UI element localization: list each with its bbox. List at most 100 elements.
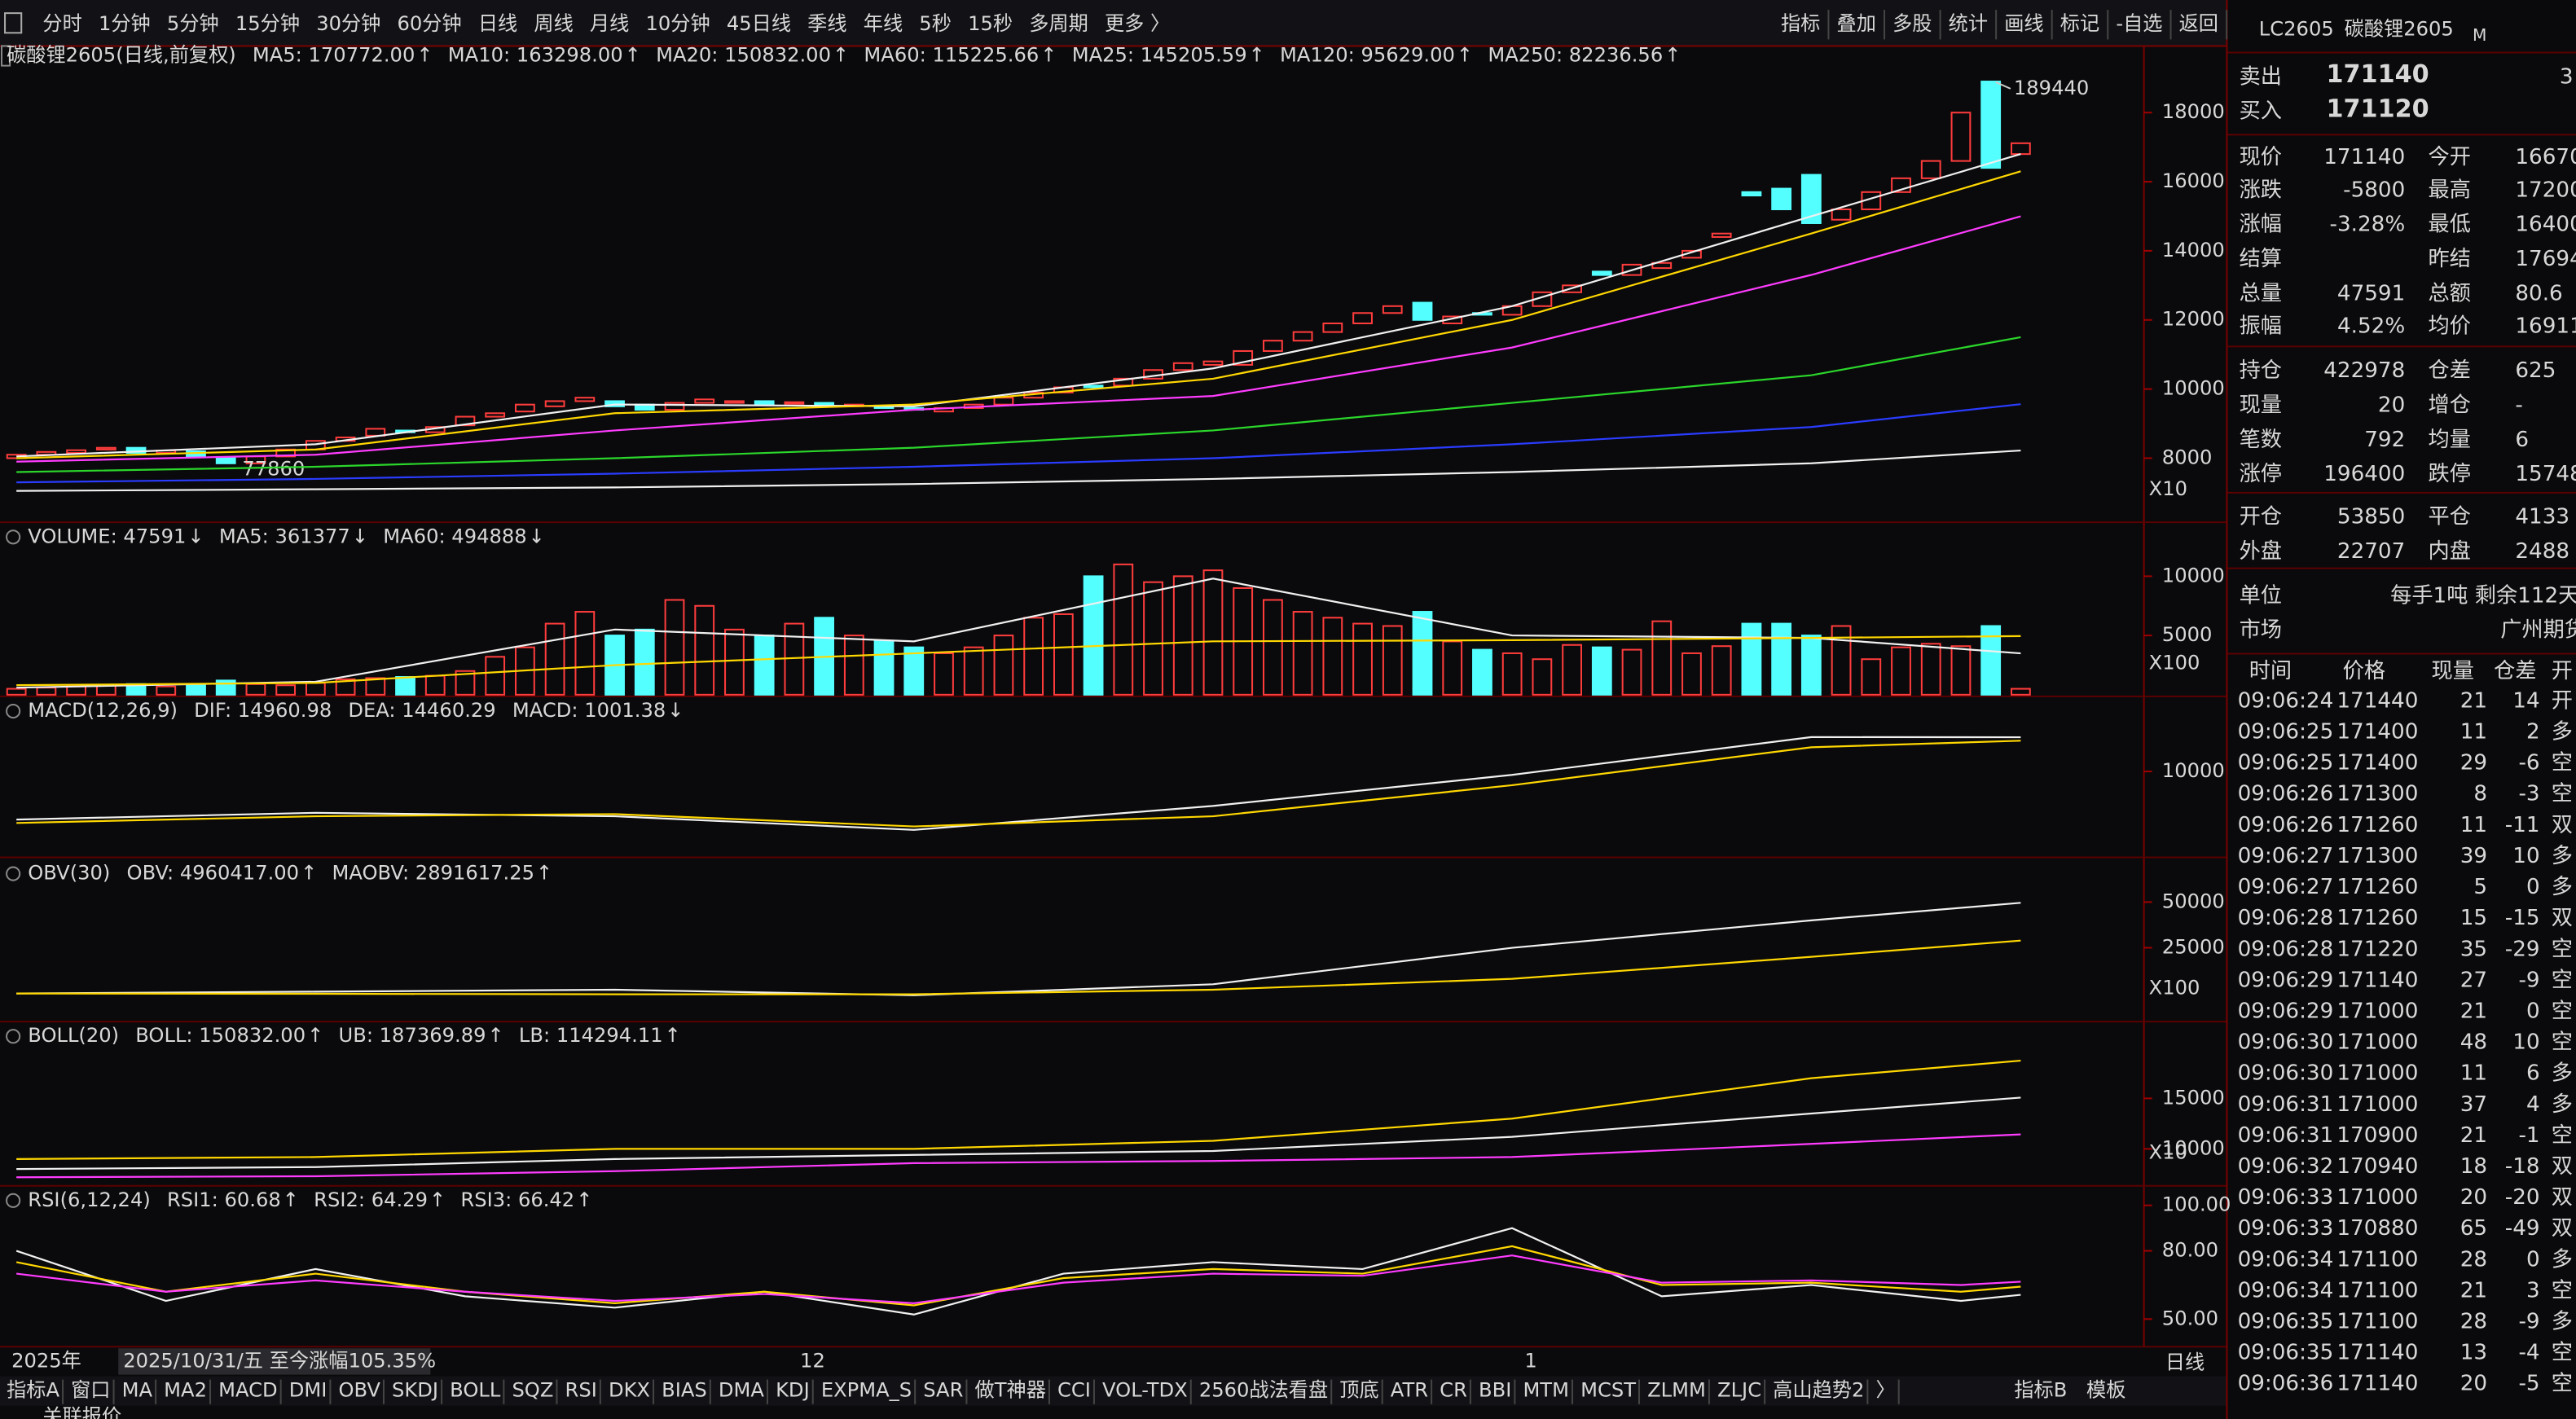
indicator-tab[interactable]: 2560战法看盘 [1199, 1379, 1328, 1402]
tool-button[interactable]: 叠加 [1837, 12, 1876, 35]
indicator-tab[interactable]: VOL-TDX [1102, 1379, 1188, 1402]
quote-value: 每手1吨 剩余112天 [2390, 583, 2576, 608]
candle [1263, 340, 1283, 352]
indicator-tab[interactable]: DMA [719, 1379, 764, 1402]
indicator-line [16, 336, 2021, 473]
indicator-label: UB: 187369.89 [339, 1024, 486, 1047]
tick-cell: 20 [2460, 1185, 2487, 1210]
period-button[interactable]: 季线 [807, 12, 846, 35]
indicator-tab[interactable]: SKDJ [392, 1379, 438, 1402]
panel-icon [6, 866, 21, 881]
indicator-tab[interactable]: DKX [609, 1379, 650, 1402]
tool-button[interactable]: 统计 [1949, 12, 1988, 35]
period-button[interactable]: 更多 〉 [1105, 12, 1170, 35]
panel-icon [6, 1029, 21, 1044]
indicator-tab[interactable]: BBI [1479, 1379, 1511, 1402]
period-button[interactable]: 1分钟 [99, 12, 151, 35]
candle [2011, 142, 2031, 156]
tool-button[interactable]: 返回 [2179, 12, 2218, 35]
tick-cell: 09:06:27 [2238, 875, 2334, 899]
period-button[interactable]: 月线 [590, 12, 629, 35]
tick-cell: 170880 [2336, 1216, 2418, 1241]
indicator-tab[interactable]: 顶底 [1339, 1379, 1378, 1402]
indicator-tab[interactable]: 高山趋势2 [1773, 1379, 1864, 1402]
period-button[interactable]: 5分钟 [167, 12, 219, 35]
indicator-tab[interactable]: KDJ [776, 1379, 810, 1402]
tool-button[interactable]: 标记 [2060, 12, 2099, 35]
quote-value: -5800 [2343, 178, 2405, 202]
indicator-tab[interactable]: MACD [218, 1379, 278, 1402]
indicator-tab[interactable]: BIAS [662, 1379, 707, 1402]
indicator-tab[interactable]: MA [122, 1379, 153, 1402]
period-button[interactable]: 多周期 [1029, 12, 1088, 35]
period-button[interactable]: 分时 [42, 12, 81, 35]
indicator-label: OBV(30) [28, 862, 110, 885]
indicator-tab[interactable]: 指标B [2014, 1379, 2067, 1402]
tick-cell: 11 [2460, 720, 2487, 745]
indicator-line [15, 1245, 2021, 1307]
indicator-label: DEA: 14460.29 [348, 699, 495, 722]
indicator-tab[interactable]: MCST [1580, 1379, 1636, 1402]
indicator-tab[interactable]: MA2 [164, 1379, 207, 1402]
indicator-tab[interactable]: 做T神器 [975, 1379, 1046, 1402]
indicator-tab[interactable]: 〉 [1875, 1379, 1895, 1402]
quote-value: - [2515, 393, 2522, 418]
indicator-label: MA5: 361377 [219, 525, 350, 547]
indicator-label: LB: 114294.11 [519, 1024, 663, 1047]
indicator-tab[interactable]: DMI [289, 1379, 327, 1402]
tick-cell: 171140 [2336, 1341, 2418, 1365]
period-button[interactable]: 5秒 [919, 12, 952, 35]
indicator-tab[interactable]: MTM [1523, 1379, 1569, 1402]
indicator-tab[interactable]: OBV [338, 1379, 380, 1402]
tick-cell: 21 [2460, 688, 2487, 713]
candle [1950, 112, 1972, 162]
period-button[interactable]: 年线 [864, 12, 903, 35]
indicator-tab[interactable]: SAR [923, 1379, 963, 1402]
tick-cell: 09:06:32 [2238, 1154, 2334, 1179]
period-button[interactable]: 15秒 [968, 12, 1013, 35]
tool-button[interactable]: -自选 [2116, 12, 2162, 35]
indicator-tab[interactable]: RSI [565, 1379, 597, 1402]
indicator-label: MA5: 170772.00 [253, 44, 415, 67]
tick-cell: 10 [2512, 1030, 2539, 1055]
indicator-tab[interactable]: ZLJC [1717, 1379, 1761, 1402]
tick-cell: 28 [2460, 1247, 2487, 1272]
volume-bar [1711, 645, 1732, 696]
volume-bar [1771, 622, 1792, 696]
volume-bar [1621, 648, 1642, 696]
indicator-tab[interactable]: ATR [1391, 1379, 1428, 1402]
period-button[interactable]: 30分钟 [316, 12, 380, 35]
period-button[interactable]: 10分钟 [646, 12, 710, 35]
indicator-tab[interactable]: 模板 [2086, 1379, 2125, 1402]
tick-cell: 空 [2552, 999, 2573, 1023]
tool-button[interactable]: 指标 [1781, 12, 1820, 35]
indicator-tab[interactable]: CCI [1057, 1379, 1091, 1402]
indicator-tab[interactable]: CR [1440, 1379, 1467, 1402]
tool-button[interactable]: 多股 [1892, 12, 1932, 35]
volume-bar [1980, 625, 2002, 696]
period-button[interactable]: 15分钟 [235, 12, 300, 35]
period-button[interactable]: 周线 [534, 12, 573, 35]
period-button[interactable]: 45日线 [727, 12, 791, 35]
tool-button[interactable]: 画线 [2004, 12, 2043, 35]
volume-bar [1800, 635, 1822, 696]
quote-value: 625 [2515, 358, 2556, 383]
indicator-tab[interactable]: SQZ [512, 1379, 553, 1402]
volume-bar [1591, 646, 1612, 696]
period-button[interactable]: 60分钟 [398, 12, 462, 35]
tick-cell: 39 [2460, 844, 2487, 868]
tick-cell: -29 [2505, 937, 2540, 961]
indicator-tab[interactable]: EXPMA_S [821, 1379, 912, 1402]
candle [754, 400, 775, 406]
indicator-tab[interactable]: 指标A [7, 1379, 59, 1402]
quote-value: -3.28% [2330, 213, 2406, 237]
indicator-label: MA20: 150832.00 [656, 44, 831, 67]
period-button[interactable]: 日线 [478, 12, 517, 35]
quote-value: 广州期货 [2500, 618, 2576, 643]
indicator-arrow: ↑ [625, 44, 641, 67]
candle [724, 400, 745, 404]
indicator-tab[interactable]: ZLMM [1647, 1379, 1706, 1402]
indicator-arrow: ↑ [833, 44, 849, 67]
indicator-tab[interactable]: BOLL [450, 1379, 501, 1402]
indicator-tab[interactable]: 窗口 [71, 1379, 110, 1402]
